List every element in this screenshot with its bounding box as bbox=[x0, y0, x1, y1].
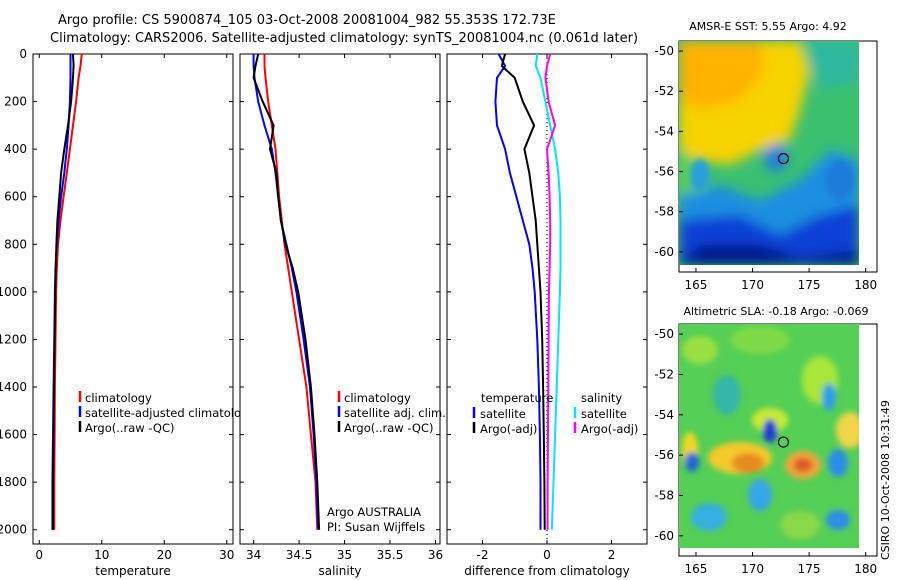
y-tick-label: 400 bbox=[4, 142, 27, 156]
y-tick-label: 1600 bbox=[0, 428, 27, 442]
legend-label: satellite bbox=[581, 407, 627, 421]
map-y-tick-label: -54 bbox=[654, 124, 674, 138]
series-line-temperature-satellite bbox=[494, 53, 542, 530]
map-y-tick-label: -58 bbox=[654, 488, 674, 502]
annotation-label: Argo AUSTRALIA bbox=[327, 505, 421, 519]
series-line-temperature-argo-adj- bbox=[500, 53, 546, 530]
y-tick-label: 600 bbox=[4, 190, 27, 204]
map-y-tick-label: -50 bbox=[654, 44, 674, 58]
y-tick-label: 800 bbox=[4, 237, 27, 251]
map-y-tick-label: -54 bbox=[654, 408, 674, 422]
difference-panel: -2 0 2 difference from climatology temperatu… bbox=[446, 53, 648, 578]
x-tick-label: 35.5 bbox=[377, 548, 404, 562]
x-axis-label: difference from climatology bbox=[464, 564, 630, 578]
legend-title: salinity bbox=[581, 391, 622, 405]
map-y-tick-label: -52 bbox=[654, 367, 674, 381]
x-tick-label: 30 bbox=[219, 548, 234, 562]
legend-label: climatology bbox=[344, 391, 411, 405]
legend-label: climatology bbox=[85, 391, 152, 405]
map-y-tick-label: -56 bbox=[654, 448, 674, 462]
x-axis-label: temperature bbox=[95, 564, 170, 578]
y-tick-label: 1000 bbox=[0, 285, 27, 299]
plot-frame bbox=[32, 53, 234, 545]
annotation-label: PI: Susan Wijffels bbox=[327, 520, 425, 534]
credit-label: CSIRO 10-Oct-2008 10:31:49 bbox=[879, 400, 892, 560]
x-tick-label: 2 bbox=[608, 548, 616, 562]
y-tick-label: 200 bbox=[4, 95, 27, 109]
x-tick-label: 10 bbox=[94, 548, 109, 562]
legend-label: Argo(..raw -QC) bbox=[85, 421, 175, 435]
map-y-tick-label: -60 bbox=[654, 529, 674, 543]
temperature-panel: 0 200 400 600 800 1000 1200 1400 1600 1800 2000 0 10… bbox=[0, 47, 255, 578]
map-y-tick-label: -56 bbox=[654, 165, 674, 179]
series-line-salinity-argo-adj- bbox=[544, 53, 557, 530]
map-y-tick-label: -58 bbox=[654, 205, 674, 219]
series-line-climatology bbox=[53, 53, 83, 530]
sla-argo-marker bbox=[777, 436, 790, 448]
x-tick-label: 34 bbox=[246, 548, 261, 562]
x-axis-label: salinity bbox=[318, 564, 361, 578]
x-tick-label: 0 bbox=[543, 548, 551, 562]
y-tick-label: 1800 bbox=[0, 475, 27, 489]
series-line-salinity-satellite bbox=[534, 53, 562, 530]
legend-label: Argo(-adj) bbox=[581, 422, 638, 436]
x-tick-label: 20 bbox=[157, 548, 172, 562]
y-tick-label: 1400 bbox=[0, 380, 27, 394]
map-x-tick-label: 180 bbox=[854, 278, 877, 292]
legend-label: satellite adj. clim. bbox=[344, 406, 446, 420]
map-x-tick-label: 170 bbox=[741, 562, 764, 576]
x-tick-label: 35 bbox=[337, 548, 352, 562]
map-x-tick-label: 165 bbox=[685, 278, 708, 292]
x-tick-label: 34.5 bbox=[286, 548, 313, 562]
x-tick-label: 36 bbox=[428, 548, 443, 562]
title-line-2: Climatology: CARS2006. Satellite-adjuste… bbox=[50, 31, 638, 46]
sst-map-title: AMSR-E SST: 5.55 Argo: 4.92 bbox=[689, 20, 847, 33]
legend-label: Argo(-adj) bbox=[480, 422, 537, 436]
map-y-tick-label: -60 bbox=[654, 245, 674, 259]
plot-frame bbox=[239, 53, 441, 545]
x-tick-label: 0 bbox=[35, 548, 43, 562]
map-x-tick-label: 175 bbox=[798, 562, 821, 576]
title-line-1: Argo profile: CS 5900874_105 03-Oct-2008… bbox=[58, 13, 556, 28]
y-tick-label: 0 bbox=[19, 47, 27, 61]
sst-field bbox=[679, 41, 859, 265]
x-tick-label: -2 bbox=[476, 548, 488, 562]
legend-label: satellite-adjusted climatology bbox=[85, 406, 255, 420]
map-x-tick-label: 180 bbox=[854, 562, 877, 576]
legend-label: satellite bbox=[480, 407, 526, 421]
sla-map-title: Altimetric SLA: -0.18 Argo: -0.069 bbox=[684, 305, 869, 318]
legend-title: temperature bbox=[481, 391, 553, 405]
sst-argo-marker bbox=[777, 152, 790, 165]
sst-map: AMSR-E SST: 5.55 Argo: 4.92 165 170 175 180… bbox=[654, 20, 878, 292]
series-line-argo-raw-qc- bbox=[252, 53, 321, 530]
map-y-tick-label: -52 bbox=[654, 84, 674, 98]
series-line-argo-raw-qc- bbox=[52, 53, 75, 530]
map-x-tick-label: 175 bbox=[798, 278, 821, 292]
sla-map: Altimetric SLA: -0.18 Argo: -0.069 bbox=[654, 305, 878, 576]
legend-label: Argo(..raw -QC) bbox=[344, 421, 434, 435]
y-tick-label: 2000 bbox=[0, 523, 27, 537]
y-tick-label: 1200 bbox=[0, 332, 27, 346]
salinity-panel: 34 34.5 35 35.5 36 salinity climatologysatelli… bbox=[239, 53, 446, 578]
map-x-tick-label: 165 bbox=[685, 562, 708, 576]
sla-field bbox=[679, 324, 859, 548]
map-y-tick-label: -50 bbox=[654, 327, 674, 341]
map-x-tick-label: 170 bbox=[741, 278, 764, 292]
